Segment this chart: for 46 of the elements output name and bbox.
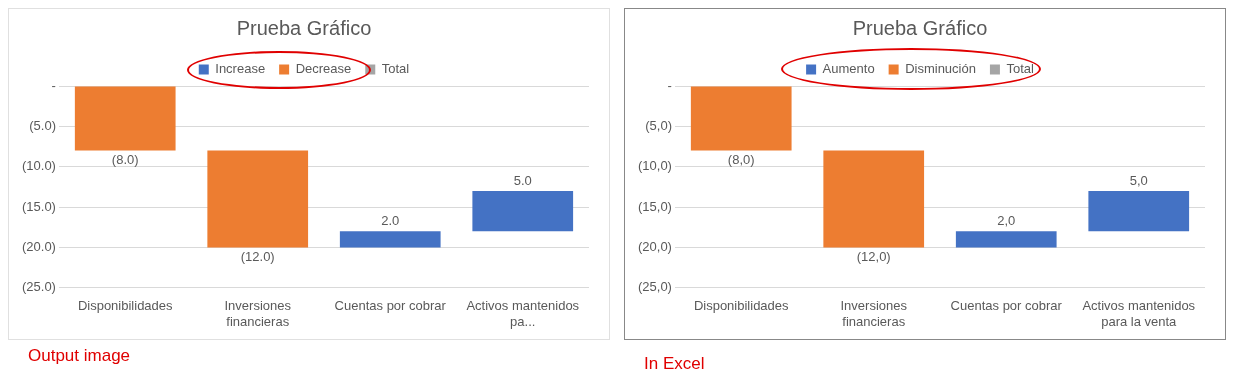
legend-label: Disminución [905,61,976,77]
y-tick-label: (5,0) [645,117,672,133]
x-tick-label: Activos mantenidos pa... [466,298,580,329]
chart-title: Prueba Gráfico [236,16,372,39]
y-tick-label: (15,0) [637,198,672,214]
bar [74,86,176,151]
y-tick-label: (10.0) [21,158,56,174]
y-tick-label: (20,0) [637,239,672,255]
y-tick-label: - [51,77,56,93]
text: In Excel [644,354,706,374]
y-tick-label: (20.0) [21,239,56,255]
legend-label: Increase [215,61,266,77]
data-label: (8,0) [727,151,755,167]
legend-label: Aumento [822,61,875,77]
x-tick-label: Disponibilidades [77,298,174,314]
x-tick-label: Inversiones financieras [224,298,292,329]
data-label: (12.0) [240,248,275,264]
legend-label: Total [381,61,410,77]
data-label: 5.0 [513,173,532,189]
text: Output image [28,346,132,366]
y-tick-label: (25,0) [637,279,672,295]
y-tick-label: (5.0) [29,117,56,133]
y-tick-label: - [667,77,672,93]
y-tick-label: (10,0) [637,158,672,174]
legend-label: Decrease [295,61,352,77]
bar [1088,190,1190,232]
data-label: (8.0) [111,151,139,167]
x-tick-label: Activos mantenidos para la venta [1082,298,1196,329]
bar [955,231,1057,248]
data-label: 5,0 [1129,173,1148,189]
legend-label: Total [1006,61,1035,77]
y-tick-label: (25.0) [21,279,56,295]
x-tick-label: Disponibilidades [693,298,790,314]
y-tick-label: (15.0) [21,198,56,214]
bar [207,150,309,248]
x-tick-label: Inversiones financieras [840,298,908,329]
x-tick-label: Cuentas por cobrar [950,298,1063,314]
data-label: 2.0 [381,213,400,229]
bar [823,150,925,248]
data-label: (12,0) [856,248,891,264]
bar [339,231,441,248]
bar [690,86,792,151]
data-label: 2,0 [997,213,1016,229]
x-tick-label: Cuentas por cobrar [334,298,447,314]
chart-title: Prueba Gráfico [852,16,988,39]
bar [472,190,574,232]
